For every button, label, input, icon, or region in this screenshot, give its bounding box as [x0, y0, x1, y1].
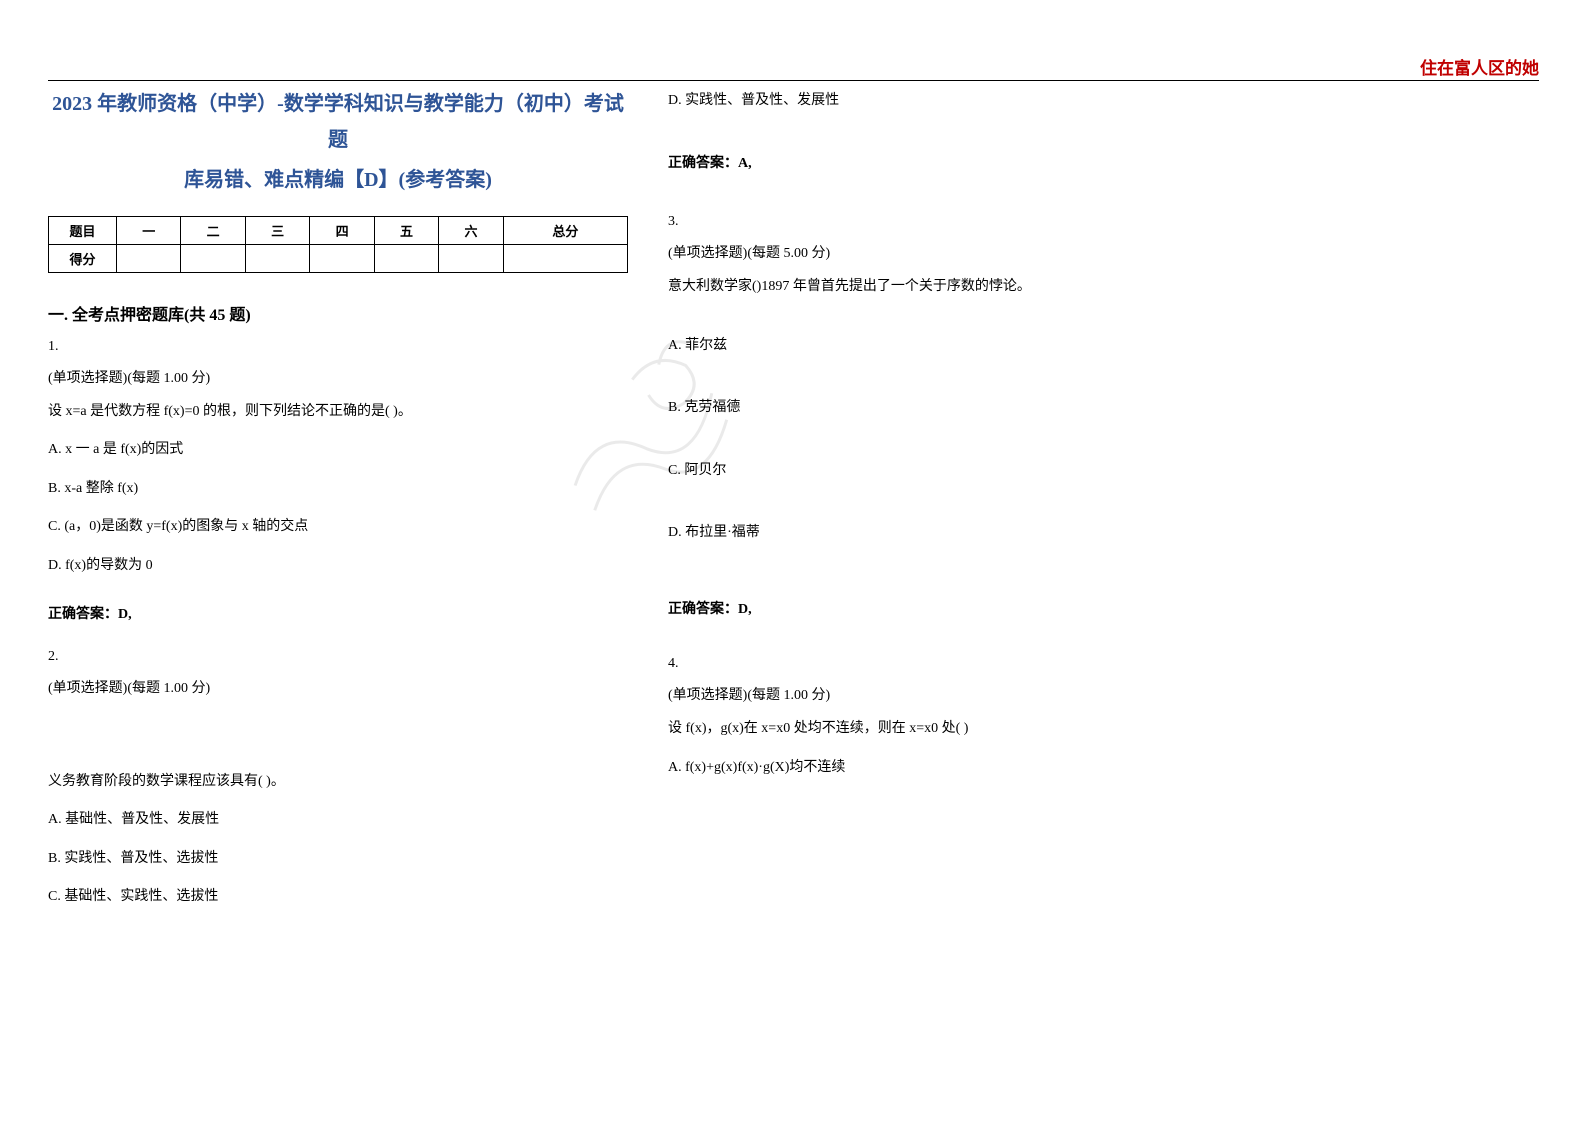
- q2-option-a: A. 基础性、普及性、发展性: [48, 809, 628, 831]
- q2-option-c: C. 基础性、实践性、选拔性: [48, 886, 628, 908]
- q3-option-a: A. 菲尔兹: [668, 335, 1228, 357]
- q3-option-b: B. 克劳福德: [668, 397, 1228, 419]
- gap: [668, 315, 1228, 335]
- q2-meta: (单项选择题)(每题 1.00 分): [48, 677, 628, 697]
- score-table-header: 一: [117, 217, 181, 245]
- score-table-cell: [117, 245, 181, 273]
- q2-stem: 义务教育阶段的数学课程应该具有( )。: [48, 771, 628, 793]
- score-table-header: 四: [310, 217, 374, 245]
- header-rule: [48, 80, 1539, 81]
- q4-meta: (单项选择题)(每题 1.00 分): [668, 684, 1228, 704]
- gap: [668, 200, 1228, 214]
- q4-option-a: A. f(x)+g(x)f(x)·g(X)均不连续: [668, 757, 1228, 779]
- score-table-cell: [374, 245, 438, 273]
- title-line-1: 2023 年教师资格（中学）-数学学科知识与教学能力（初中）考试题: [48, 86, 628, 158]
- title-line-2: 库易错、难点精编【D】(参考答案): [48, 162, 628, 198]
- q1-answer: 正确答案：D,: [48, 603, 628, 623]
- q4-number: 4.: [668, 656, 1228, 672]
- q4-stem: 设 f(x)，g(x)在 x=x0 处均不连续，则在 x=x0 处( ): [668, 718, 1228, 740]
- section-heading: 一. 全考点押密题库(共 45 题): [48, 301, 628, 325]
- q1-option-d: D. f(x)的导数为 0: [48, 555, 628, 577]
- q3-number: 3.: [668, 214, 1228, 230]
- score-table-cell: [181, 245, 245, 273]
- score-table: 题目 一 二 三 四 五 六 总分 得分: [48, 216, 628, 273]
- q1-option-c: C. (a，0)是函数 y=f(x)的图象与 x 轴的交点: [48, 516, 628, 538]
- q1-option-a: A. x 一 a 是 f(x)的因式: [48, 439, 628, 461]
- q1-option-b: B. x-a 整除 f(x): [48, 478, 628, 500]
- left-column: 2023 年教师资格（中学）-数学学科知识与教学能力（初中）考试题 库易错、难点…: [48, 86, 628, 925]
- score-table-header-row: 题目 一 二 三 四 五 六 总分: [49, 217, 628, 245]
- score-table-data-row: 得分: [49, 245, 628, 273]
- score-table-header: 二: [181, 217, 245, 245]
- q2-option-d: D. 实践性、普及性、发展性: [668, 90, 1228, 112]
- score-table-cell: [503, 245, 627, 273]
- gap: [668, 584, 1228, 598]
- gap: [668, 128, 1228, 152]
- header-label: 住在富人区的她: [1420, 54, 1539, 79]
- score-table-header: 三: [245, 217, 309, 245]
- gap: [668, 646, 1228, 656]
- q3-option-d: D. 布拉里·福蒂: [668, 522, 1228, 544]
- q3-meta: (单项选择题)(每题 5.00 分): [668, 242, 1228, 262]
- q3-answer: 正确答案：D,: [668, 598, 1228, 618]
- score-table-header: 题目: [49, 217, 117, 245]
- q1-number: 1.: [48, 339, 628, 355]
- score-table-header: 总分: [503, 217, 627, 245]
- q1-meta: (单项选择题)(每题 1.00 分): [48, 367, 628, 387]
- q2-number: 2.: [48, 649, 628, 665]
- q2-answer: 正确答案：A,: [668, 152, 1228, 172]
- q1-stem: 设 x=a 是代数方程 f(x)=0 的根，则下列结论不正确的是( )。: [48, 401, 628, 423]
- score-table-header: 五: [374, 217, 438, 245]
- score-table-cell: [310, 245, 374, 273]
- q3-stem: 意大利数学家()1897 年曾首先提出了一个关于序数的悖论。: [668, 276, 1228, 298]
- score-table-header: 六: [439, 217, 503, 245]
- score-table-cell: [439, 245, 503, 273]
- score-table-cell: [245, 245, 309, 273]
- q3-option-c: C. 阿贝尔: [668, 460, 1228, 482]
- right-column: D. 实践性、普及性、发展性 正确答案：A, 3. (单项选择题)(每题 5.0…: [668, 86, 1228, 795]
- q2-gap: [48, 711, 628, 771]
- content-area: 2023 年教师资格（中学）-数学学科知识与教学能力（初中）考试题 库易错、难点…: [48, 86, 1539, 1074]
- score-table-row-label: 得分: [49, 245, 117, 273]
- q2-option-b: B. 实践性、普及性、选拔性: [48, 848, 628, 870]
